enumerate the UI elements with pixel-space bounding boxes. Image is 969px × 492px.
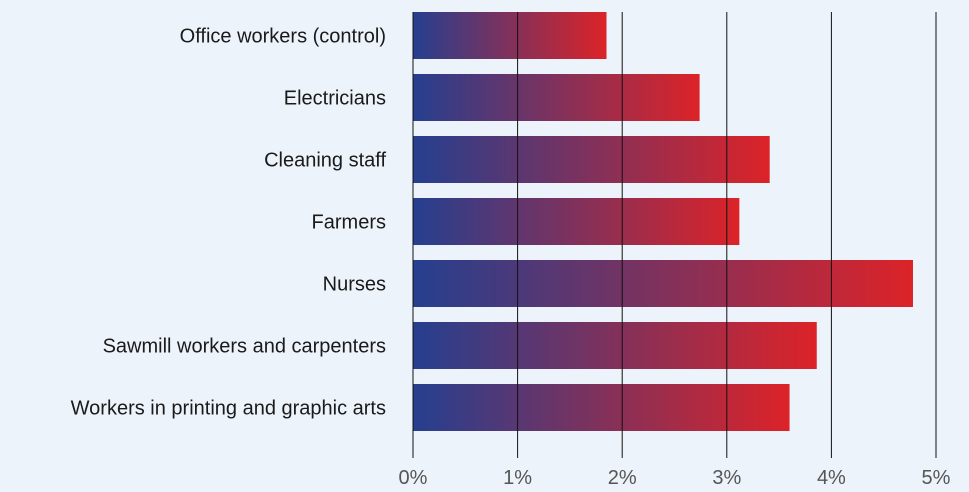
category-label-1: Electricians: [284, 88, 386, 110]
bar-2: [413, 136, 770, 183]
bar-6: [413, 384, 790, 431]
gridlines: [412, 12, 937, 458]
category-label-2: Cleaning staff: [264, 150, 386, 172]
category-labels: Office workers (control) Electricians Clea…: [71, 26, 387, 420]
x-tick-label-0: 0%: [399, 467, 428, 489]
category-label-4: Nurses: [323, 274, 386, 296]
category-label-5: Sawmill workers and carpenters: [103, 336, 386, 358]
category-label-3: Farmers: [312, 212, 386, 234]
x-tick-label-2: 2%: [608, 467, 637, 489]
category-label-6: Workers in printing and graphic arts: [71, 398, 386, 420]
x-tick-label-1: 1%: [503, 467, 532, 489]
bar-5: [413, 322, 817, 369]
x-tick-label-4: 4%: [817, 467, 846, 489]
bar-0: [413, 12, 607, 59]
bar-1: [413, 74, 700, 121]
bar-4: [413, 260, 913, 307]
bars-layer: [413, 12, 913, 431]
x-tick-label-3: 3%: [712, 467, 741, 489]
bar-3: [413, 198, 740, 245]
x-axis-tick-labels: 0% 1% 2% 3% 4% 5%: [399, 467, 951, 489]
category-label-0: Office workers (control): [180, 26, 386, 48]
x-tick-label-5: 5%: [922, 467, 951, 489]
